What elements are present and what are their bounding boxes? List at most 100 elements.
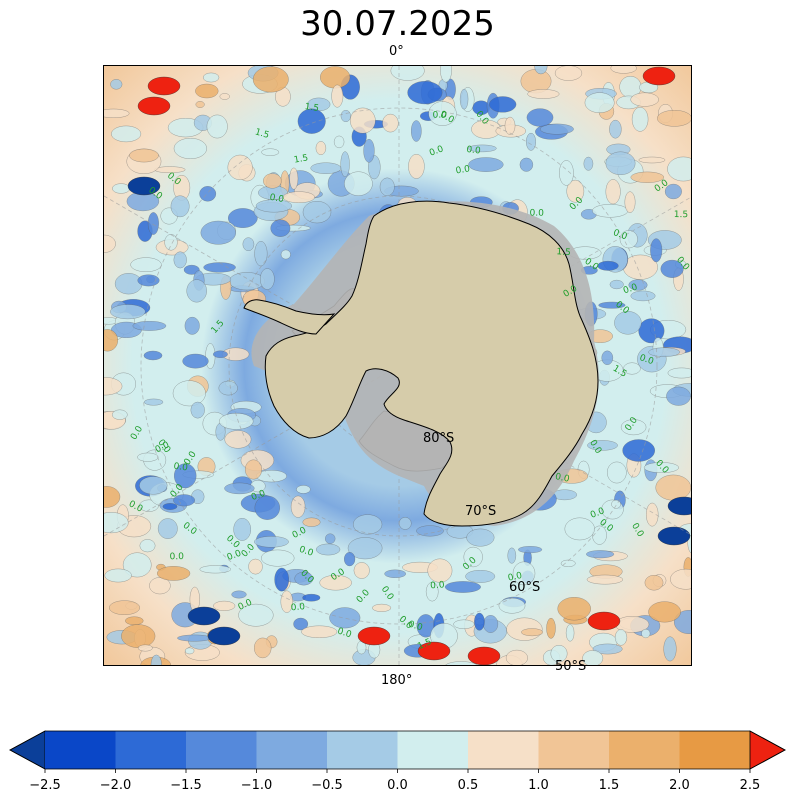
contour-label: 0.0 [407,620,424,634]
colorbar-bin [468,731,539,769]
anomaly-patch [527,89,560,99]
anomaly-patch [384,569,406,578]
contour-label: 0.0 [336,626,353,640]
anomaly-patch [440,66,452,83]
anomaly-patch [109,600,140,615]
anomaly-patch [660,259,684,278]
anomaly-patch [170,195,190,218]
anomaly-patch [459,88,469,110]
anomaly-patch [605,179,621,205]
anomaly-patch [110,304,146,320]
anomaly-patch [644,575,664,591]
anomaly-patch [664,183,682,200]
anomaly-patch [586,574,623,585]
anomaly-patch [641,628,651,639]
anomaly-patch [498,597,526,614]
anomaly-patch [280,590,293,613]
anomaly-patch [598,301,626,309]
colorbar-tick-label: 1.5 [598,778,620,793]
anomaly-patch [521,628,543,637]
anomaly-patch [252,66,289,93]
anomaly-patch [655,474,691,501]
anomaly-patch [150,654,162,665]
anomaly-patch [667,367,691,379]
contour-label: 0.0 [622,282,639,296]
contour-label: 0.0 [612,228,629,242]
anomaly-patch [425,582,439,602]
anomaly-patch [147,212,159,235]
colorbar-bin [679,731,751,769]
anomaly-patch [122,552,152,578]
strong-positive-spot [417,641,451,661]
anomaly-patch [614,311,642,335]
anomaly-patch [427,558,453,583]
anomaly-patch [398,517,412,530]
colorbar-under-arrow [9,730,46,770]
colorbar-tick-label: −0.5 [311,778,343,793]
anomaly-patch [302,201,332,224]
anomaly-patch [213,350,228,358]
anomaly-patch [630,92,659,107]
anomaly-patch [203,72,220,83]
anomaly-patch [586,550,615,559]
meridian-label-0: 0° [389,44,404,59]
anomaly-patch [550,645,568,663]
anomaly-patch [540,123,574,135]
anomaly-patch [263,173,282,189]
anomaly-patch [162,503,178,510]
anomaly-patch [104,568,132,583]
colorbar-tick-label: −1.5 [170,778,202,793]
colorbar-tick-label: 2.0 [669,778,690,793]
anomaly-patch [173,494,195,507]
anomaly-patch [301,625,338,638]
anomaly-patch [587,440,618,451]
anomaly-patch [270,219,291,237]
anomaly-patch [465,570,496,583]
anomaly-patch [172,380,206,407]
anomaly-patch [184,647,195,655]
anomaly-patch [302,517,321,527]
colorbar-bin [256,731,328,769]
anomaly-patch [526,108,554,127]
anomaly-patch [526,132,536,151]
colorbar-tick-label: −1.0 [240,778,273,793]
anomaly-patch [121,624,156,648]
strong-positive-spot [642,66,676,86]
anomaly-patch [104,234,116,253]
anomaly-patch [666,386,691,406]
anomaly-patch [483,615,499,633]
anomaly-patch [468,144,497,153]
contour-label: 1.5 [304,102,320,114]
anomaly-patch [261,549,295,567]
contour-label: 0.0 [226,549,243,564]
colorbar [9,730,786,773]
anomaly-patch [186,279,207,303]
anomaly-patch [557,597,591,621]
anomaly-patch [605,151,636,175]
contour-label: 0.0 [638,353,655,367]
anomaly-patch [333,135,345,149]
anomaly-patch [584,92,615,113]
anomaly-patch [213,600,236,611]
anomaly-patch [282,191,315,203]
contour-label: 0.0 [554,472,570,485]
anomaly-patch [650,238,663,263]
anomaly-patch [228,272,265,291]
anomaly-patch [137,452,159,462]
contour-label: 0.0 [290,602,305,613]
antarctica-land [264,200,599,527]
latitude-label-80s: 80°S [423,431,455,446]
anomaly-patch [630,171,664,183]
anomaly-patch [114,273,143,295]
anomaly-patch [157,518,178,539]
anomaly-patch [294,571,314,586]
anomaly-patch [379,177,395,196]
contour-label: 0.0 [529,209,544,219]
anomaly-patch [667,156,691,182]
anomaly-patch [444,581,481,593]
anomaly-patch [597,260,619,271]
map-canvas: 1.5 0.0 0.0 0.0 0.0 0.0 0.0 1.5 0.0 0.0 0.0 0.0 0.0 0… [104,66,691,665]
meridian-label-180: 180° [381,673,413,688]
anomaly-patch [663,636,677,662]
strong-positive-spot [587,611,621,631]
